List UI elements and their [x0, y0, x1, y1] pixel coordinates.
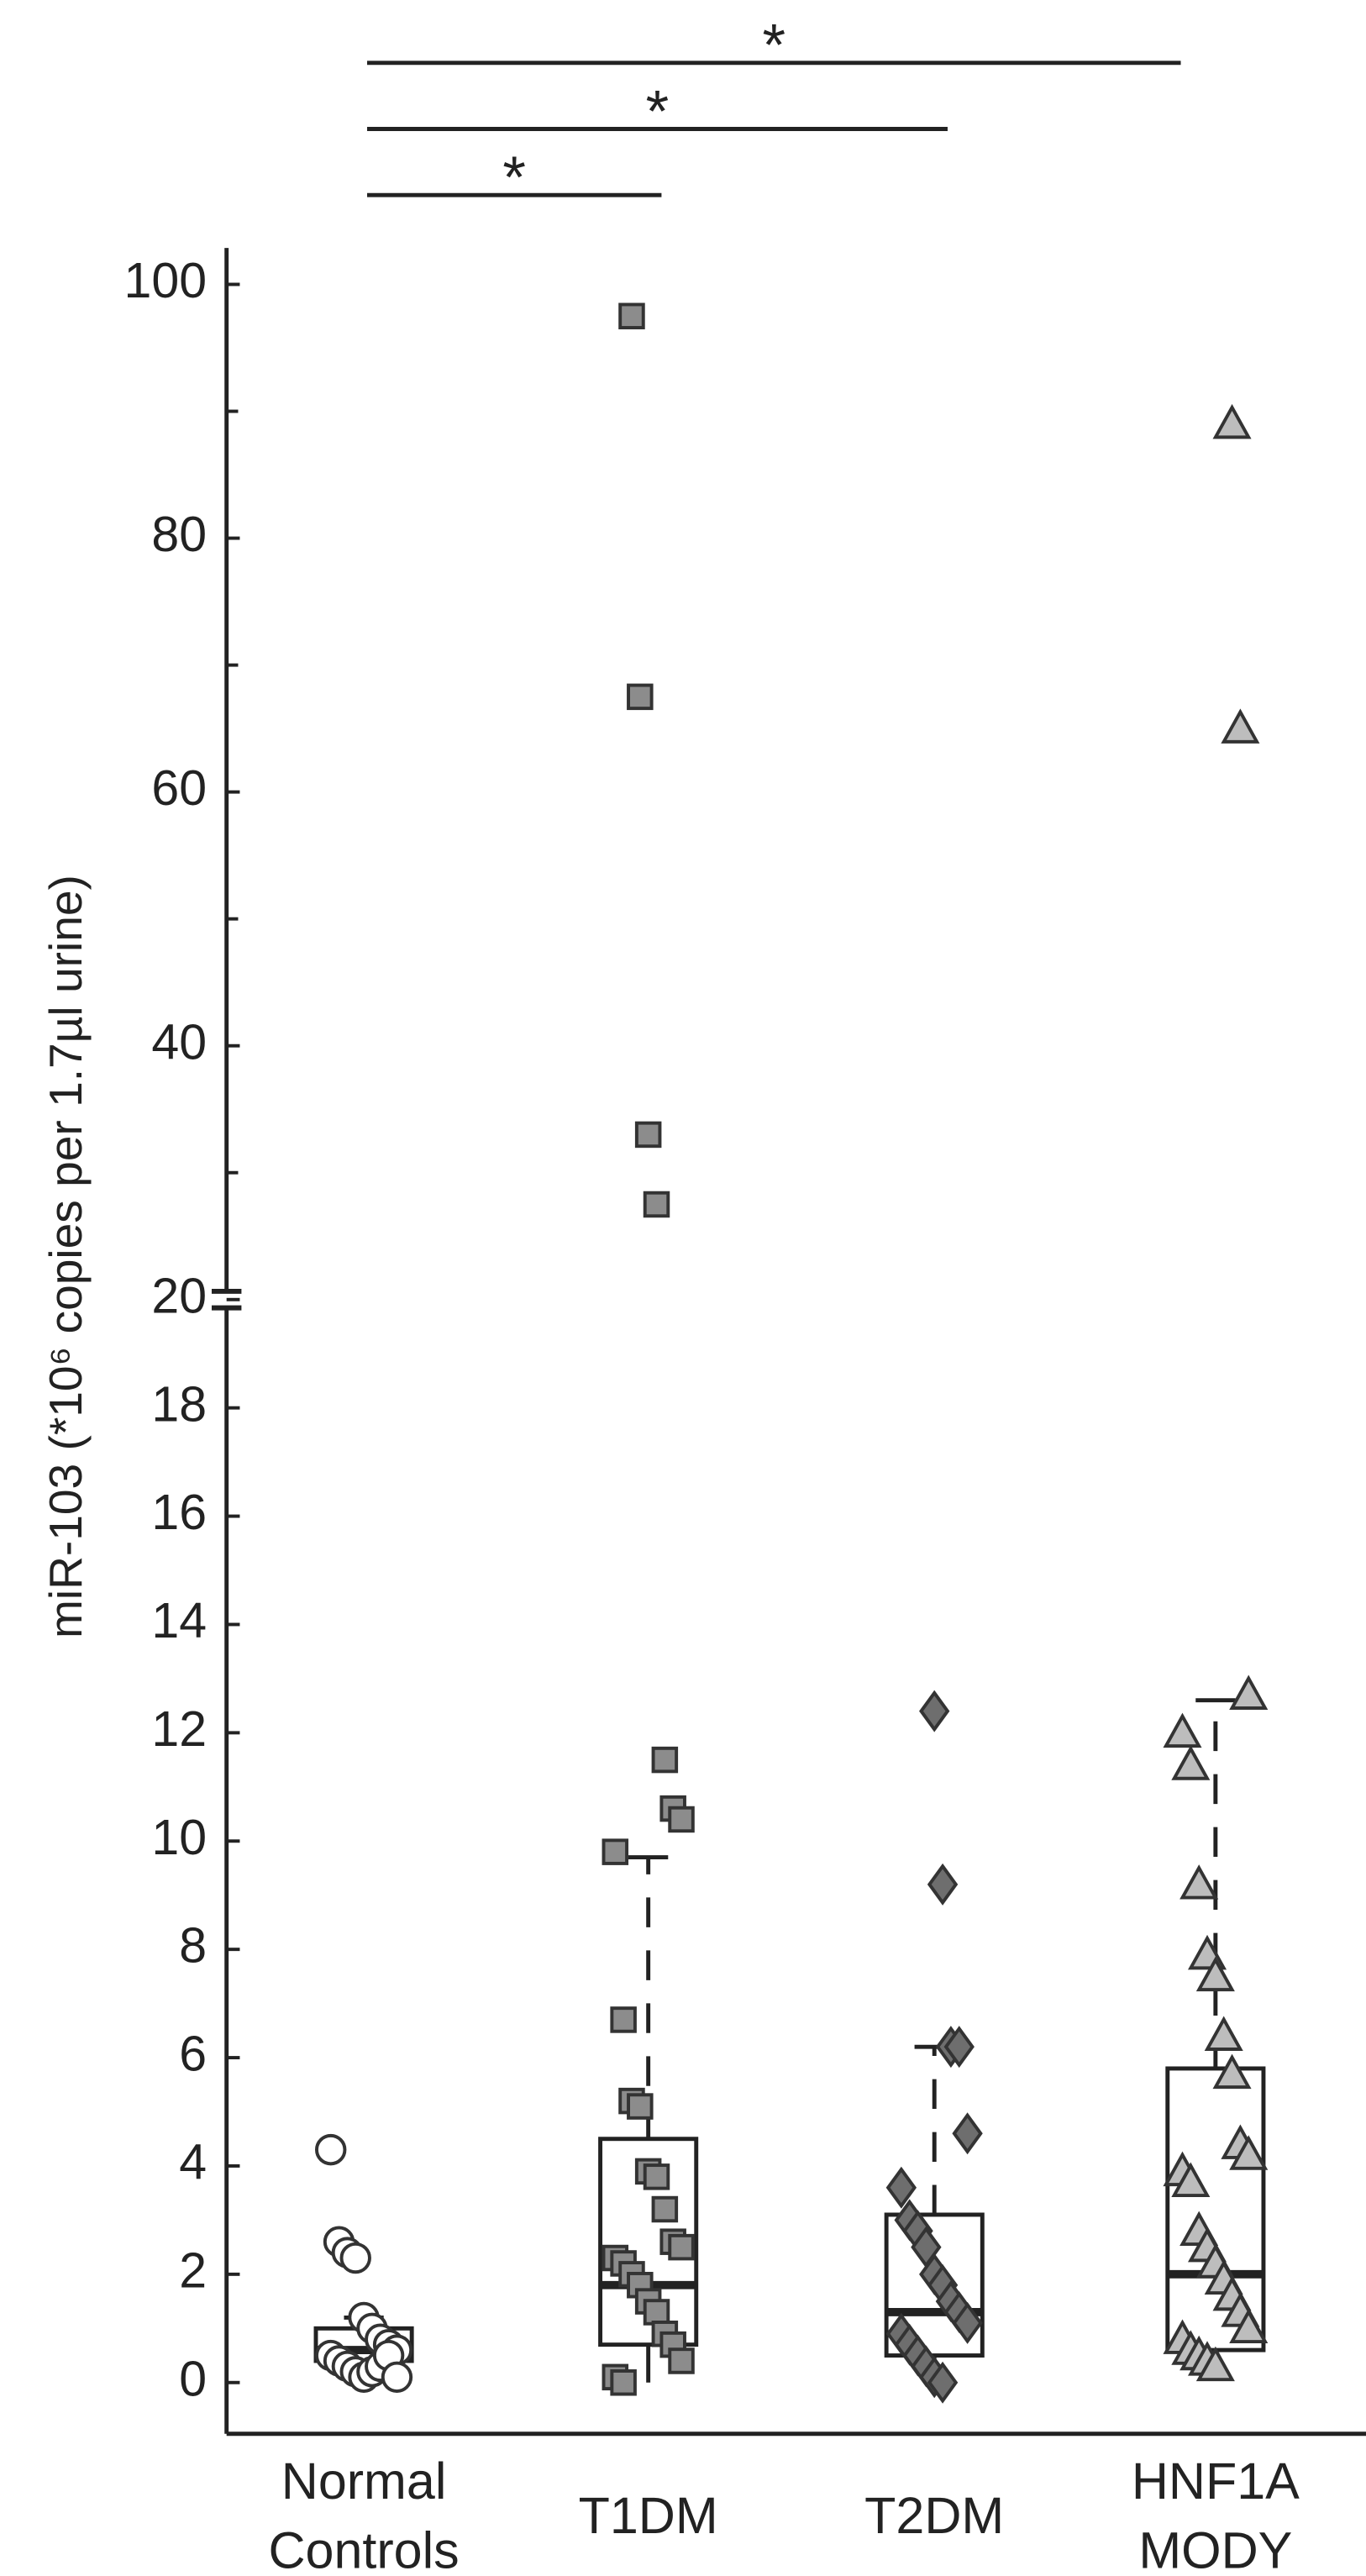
point: [1229, 2135, 1269, 2170]
y-tick-label: 10: [151, 1810, 207, 1865]
point: [668, 1806, 695, 1833]
point: [919, 1690, 950, 1732]
point: [1212, 2053, 1252, 2090]
y-tick-label: 40: [151, 1014, 207, 1070]
point: [1212, 403, 1252, 439]
y-tick-label: 12: [151, 1701, 207, 1757]
point: [610, 2369, 637, 2396]
point: [927, 1863, 959, 1906]
point: [627, 683, 654, 711]
x-tick-label: Normal: [281, 2452, 447, 2510]
point: [1163, 1712, 1202, 1748]
x-tick-label: Controls: [268, 2522, 459, 2576]
point: [885, 2166, 917, 2209]
point: [651, 1746, 679, 1774]
point: [315, 2133, 347, 2166]
point: [1171, 2162, 1211, 2198]
x-tick-label: MODY: [1138, 2522, 1292, 2576]
x-tick-label: HNF1A: [1132, 2452, 1300, 2510]
point: [627, 2093, 654, 2120]
point: [381, 2361, 413, 2394]
significance-label: *: [646, 78, 670, 145]
point: [927, 2361, 959, 2404]
point: [643, 1191, 670, 1218]
significance-label: *: [762, 13, 785, 79]
point: [634, 1121, 662, 1149]
point: [1179, 1864, 1219, 1900]
point: [1229, 2308, 1269, 2344]
point: [610, 2006, 637, 2033]
y-tick-label: 0: [179, 2351, 207, 2406]
point: [339, 2242, 371, 2274]
significance-label: *: [502, 145, 526, 211]
y-tick-label: 20: [151, 1268, 207, 1323]
point: [952, 2112, 983, 2155]
point: [1171, 1745, 1211, 1780]
point: [668, 2233, 695, 2261]
point: [1229, 1674, 1269, 1710]
y-tick-label: 80: [151, 507, 207, 562]
y-axis-label: miR-103 (*10⁶ copies per 1.7µl urine): [39, 875, 92, 1638]
point: [1221, 708, 1260, 744]
box: [1165, 2066, 1266, 2353]
y-tick-label: 4: [179, 2135, 207, 2190]
y-tick-label: 18: [151, 1376, 207, 1432]
y-tick-label: 6: [179, 2027, 207, 2082]
x-tick-label: T1DM: [579, 2487, 718, 2544]
point: [1204, 2016, 1243, 2051]
point: [602, 1838, 629, 1865]
y-tick-label: 8: [179, 1918, 207, 1974]
point: [952, 2301, 983, 2344]
y-tick-label: 60: [151, 760, 207, 816]
point: [618, 302, 645, 329]
point: [643, 2299, 670, 2326]
point: [643, 2163, 670, 2190]
y-tick-label: 16: [151, 1485, 207, 1540]
x-tick-label: T2DM: [864, 2487, 1004, 2544]
y-tick-label: 100: [124, 253, 208, 308]
point: [1195, 1956, 1235, 1992]
point: [943, 2026, 975, 2069]
point: [1195, 2346, 1235, 2382]
point: [668, 2347, 695, 2374]
y-tick-label: 2: [179, 2242, 207, 2298]
point: [651, 2195, 679, 2223]
y-tick-label: 14: [151, 1593, 207, 1648]
